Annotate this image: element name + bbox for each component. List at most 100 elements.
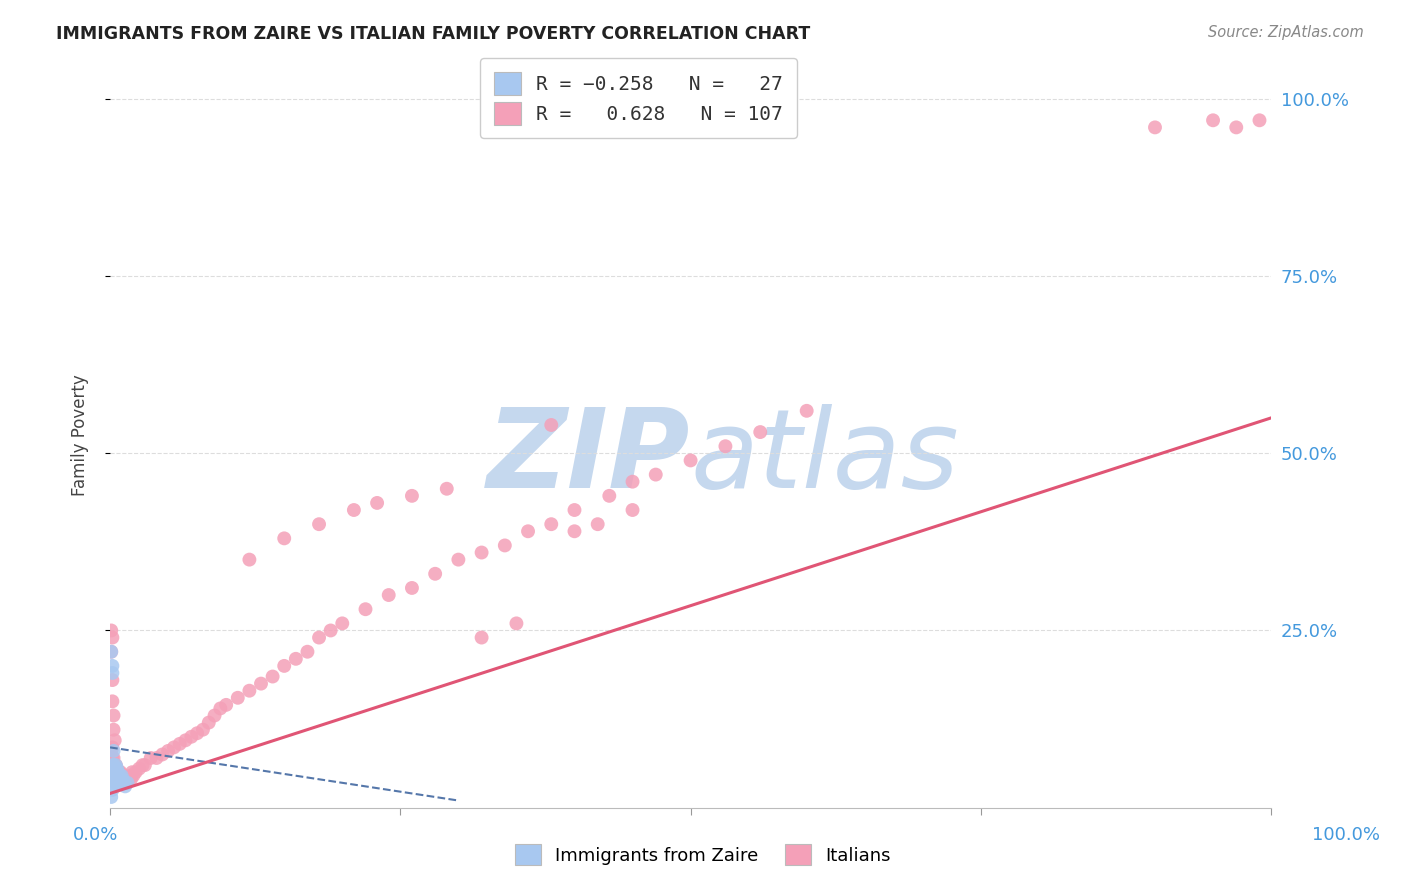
Point [101, 783, 124, 797]
Text: 100.0%: 100.0% [1312, 826, 1379, 844]
Point [796, 404, 818, 418]
Point [105, 762, 128, 776]
Point [104, 733, 127, 747]
Point [169, 737, 191, 751]
Point [104, 776, 127, 790]
Point [621, 475, 644, 489]
Point [105, 762, 128, 776]
Point [174, 733, 197, 747]
Point [436, 482, 458, 496]
Point [100, 744, 122, 758]
Point [186, 726, 208, 740]
Point [215, 698, 238, 712]
Point [238, 683, 260, 698]
Point [191, 723, 214, 737]
Point [377, 588, 399, 602]
Text: IMMIGRANTS FROM ZAIRE VS ITALIAN FAMILY POVERTY CORRELATION CHART: IMMIGRANTS FROM ZAIRE VS ITALIAN FAMILY … [56, 25, 810, 43]
Point [100, 765, 122, 780]
Point [121, 765, 143, 780]
Point [517, 524, 540, 539]
Point [110, 765, 132, 780]
Point [101, 665, 124, 680]
Point [100, 645, 122, 659]
Point [103, 751, 125, 765]
Point [101, 769, 124, 783]
Point [100, 645, 122, 659]
Point [425, 566, 447, 581]
Text: atlas: atlas [690, 404, 959, 511]
Legend: Immigrants from Zaire, Italians: Immigrants from Zaire, Italians [508, 837, 898, 872]
Point [111, 772, 134, 787]
Point [103, 762, 125, 776]
Point [284, 652, 307, 666]
Point [104, 758, 127, 772]
Point [308, 631, 330, 645]
Point [104, 758, 127, 772]
Point [100, 789, 122, 804]
Point [103, 762, 125, 776]
Point [308, 517, 330, 532]
Point [273, 532, 295, 546]
Point [114, 780, 136, 794]
Point [101, 659, 124, 673]
Point [343, 503, 366, 517]
Point [111, 769, 134, 783]
Point [112, 776, 135, 790]
Point [163, 740, 186, 755]
Point [103, 769, 125, 783]
Point [471, 545, 494, 559]
Point [354, 602, 377, 616]
Point [145, 751, 167, 765]
Point [401, 489, 423, 503]
Point [117, 772, 139, 787]
Point [505, 616, 527, 631]
Point [104, 758, 127, 772]
Point [104, 776, 127, 790]
Point [157, 744, 180, 758]
Point [107, 772, 129, 787]
Point [330, 616, 353, 631]
Point [150, 747, 173, 762]
Point [679, 453, 702, 467]
Point [108, 772, 131, 787]
Point [238, 552, 260, 566]
Point [103, 723, 125, 737]
Point [366, 496, 388, 510]
Point [128, 762, 150, 776]
Point [101, 694, 124, 708]
Point [209, 701, 232, 715]
Point [110, 772, 132, 787]
Point [101, 780, 124, 794]
Point [540, 417, 562, 432]
Point [101, 740, 124, 755]
Legend: R = −0.258   N =   27, R =   0.628   N = 107: R = −0.258 N = 27, R = 0.628 N = 107 [479, 59, 797, 138]
Point [1225, 120, 1247, 135]
Point [297, 645, 319, 659]
Point [115, 776, 138, 790]
Point [273, 659, 295, 673]
Point [204, 708, 226, 723]
Point [471, 631, 494, 645]
Point [101, 673, 124, 687]
Point [262, 669, 284, 683]
Point [108, 765, 131, 780]
Point [586, 517, 609, 532]
Point [111, 769, 134, 783]
Point [111, 776, 134, 790]
Point [124, 765, 146, 780]
Point [180, 730, 202, 744]
Point [114, 772, 136, 787]
Point [105, 769, 128, 783]
Point [226, 690, 249, 705]
Point [117, 776, 139, 790]
Point [100, 624, 122, 638]
Point [103, 758, 125, 772]
Point [134, 758, 156, 772]
Point [401, 581, 423, 595]
Point [103, 772, 125, 787]
Point [118, 772, 141, 787]
Point [120, 772, 142, 787]
Point [101, 762, 124, 776]
Text: 0.0%: 0.0% [73, 826, 118, 844]
Text: Source: ZipAtlas.com: Source: ZipAtlas.com [1208, 25, 1364, 40]
